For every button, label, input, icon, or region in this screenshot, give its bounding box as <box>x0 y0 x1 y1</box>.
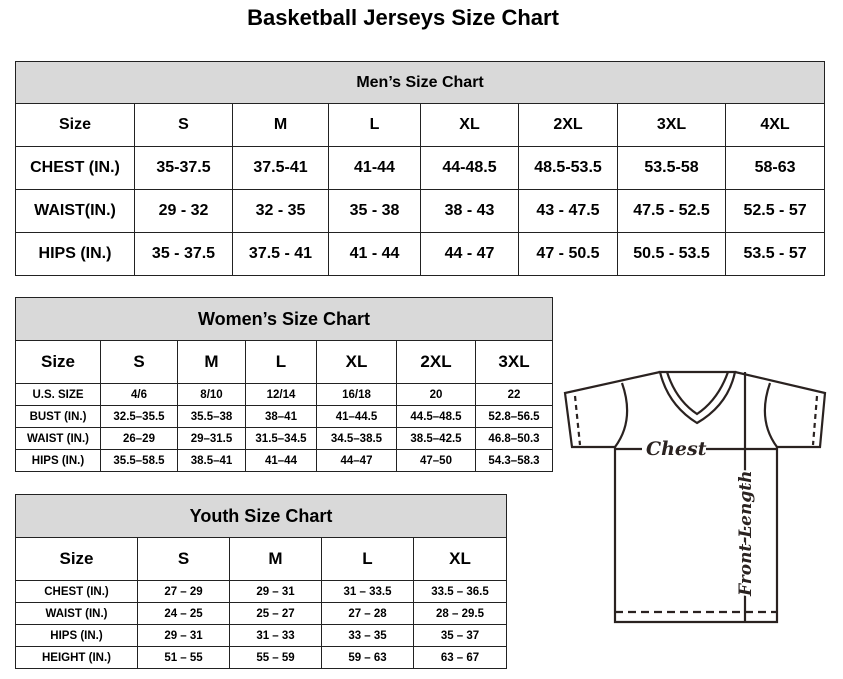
table-cell: S <box>137 537 230 581</box>
table-cell: 38 - 43 <box>420 189 519 233</box>
table-cell: 33.5 – 36.5 <box>412 580 508 603</box>
table-cell: L <box>245 340 317 384</box>
table-cell: 2XL <box>396 340 476 384</box>
table-cell: 41-44 <box>328 146 421 190</box>
table-cell: 34.5–38.5 <box>316 427 397 450</box>
table-cell: 43 - 47.5 <box>518 189 618 233</box>
table-cell: 47–50 <box>396 449 476 472</box>
table-cell: 29 – 31 <box>137 624 230 647</box>
table-cell: 2XL <box>518 103 618 147</box>
front-length-label: Front Length <box>736 471 756 597</box>
row-label: Size <box>15 340 101 384</box>
table-cell: 25 – 27 <box>229 602 322 625</box>
table-row: BUST (IN.) 32.5–35.5 35.5–38 38–41 41–44.5 44… <box>15 405 554 428</box>
table-cell: 33 – 35 <box>321 624 414 647</box>
table-cell: S <box>134 103 233 147</box>
table-cell: L <box>328 103 421 147</box>
table-cell: 59 – 63 <box>321 646 414 669</box>
table-cell: 53.5 - 57 <box>724 232 826 276</box>
table-cell: 46.8–50.3 <box>474 427 554 450</box>
table-row: CHEST (IN.) 35-37.5 37.5-41 41-44 44-48.5 48.… <box>15 146 826 190</box>
row-label: HIPS (IN.) <box>15 449 101 472</box>
table-row: CHEST (IN.) 27 – 29 29 – 31 31 – 33.5 33.5 –… <box>15 580 508 603</box>
table-cell: 31 – 33 <box>229 624 322 647</box>
table-cell: XL <box>420 103 519 147</box>
table-cell: 3XL <box>617 103 726 147</box>
table-cell: 47 - 50.5 <box>518 232 618 276</box>
table-cell: M <box>232 103 329 147</box>
row-label: WAIST(IN.) <box>15 189 135 233</box>
table-cell: 29–31.5 <box>177 427 246 450</box>
table-cell: 26–29 <box>100 427 178 450</box>
youth-table-title: Youth Size Chart <box>14 494 508 538</box>
table-cell: 53.5-58 <box>617 146 726 190</box>
table-cell: 54.3–58.3 <box>474 449 554 472</box>
table-cell: 48.5-53.5 <box>518 146 618 190</box>
table-cell: 52.5 - 57 <box>724 189 826 233</box>
table-cell: 41–44 <box>245 449 317 472</box>
table-cell: 28 – 29.5 <box>412 602 508 625</box>
chest-label: Chest <box>646 438 707 460</box>
table-row: HIPS (IN.) 35.5–58.5 38.5–41 41–44 44–47 47–5… <box>15 449 554 472</box>
table-row: U.S. SIZE 4/6 8/10 12/14 16/18 20 22 <box>15 383 554 406</box>
womens-size-table: Women’s Size Chart Size S M L XL 2XL 3XL U.S. S… <box>14 297 554 472</box>
header-row: Size S M L XL 2XL 3XL <box>15 340 554 384</box>
table-cell: 32 - 35 <box>232 189 329 233</box>
row-label: CHEST (IN.) <box>15 146 135 190</box>
table-cell: L <box>321 537 414 581</box>
table-cell: 63 – 67 <box>412 646 508 669</box>
table-cell: 35.5–38 <box>177 405 246 428</box>
table-cell: XL <box>412 537 508 581</box>
shirt-outline <box>563 370 827 624</box>
table-cell: 35 - 37.5 <box>134 232 233 276</box>
mens-table-title: Men’s Size Chart <box>14 61 826 104</box>
youth-size-table: Youth Size Chart Size S M L XL CHEST (IN.) 27 … <box>14 494 508 669</box>
table-cell: 38.5–42.5 <box>396 427 476 450</box>
table-cell: 41 - 44 <box>328 232 421 276</box>
row-label: Size <box>15 537 138 581</box>
row-label: HEIGHT (IN.) <box>15 646 138 669</box>
header-row: Size S M L XL 2XL 3XL 4XL <box>15 103 826 147</box>
table-row: WAIST (IN.) 24 – 25 25 – 27 27 – 28 28 – 29.… <box>15 602 508 625</box>
table-cell: 58-63 <box>724 146 826 190</box>
table-row: HIPS (IN.) 35 - 37.5 37.5 - 41 41 - 44 44 - … <box>15 232 826 276</box>
table-cell: 51 – 55 <box>137 646 230 669</box>
row-label: HIPS (IN.) <box>15 232 135 276</box>
table-cell: 37.5 - 41 <box>232 232 329 276</box>
mens-size-table: Men’s Size Chart Size S M L XL 2XL 3XL 4XL CHEST… <box>14 61 826 276</box>
table-row: HEIGHT (IN.) 51 – 55 55 – 59 59 – 63 63 – 67 <box>15 646 508 669</box>
table-cell: 44.5–48.5 <box>396 405 476 428</box>
table-cell: 44-48.5 <box>420 146 519 190</box>
page-title: Basketball Jerseys Size Chart <box>247 5 559 30</box>
table-cell: 55 – 59 <box>229 646 322 669</box>
header-row: Size S M L XL <box>15 537 508 581</box>
table-cell: 52.8–56.5 <box>474 405 554 428</box>
table-row: WAIST(IN.) 29 - 32 32 - 35 35 - 38 38 - 43 43… <box>15 189 826 233</box>
row-label: BUST (IN.) <box>15 405 101 428</box>
table-cell: 24 – 25 <box>137 602 230 625</box>
table-cell: 27 – 29 <box>137 580 230 603</box>
table-cell: 38.5–41 <box>177 449 246 472</box>
table-cell: M <box>229 537 322 581</box>
table-cell: 35 - 38 <box>328 189 421 233</box>
table-row: WAIST (IN.) 26–29 29–31.5 31.5–34.5 34.5–38.… <box>15 427 554 450</box>
